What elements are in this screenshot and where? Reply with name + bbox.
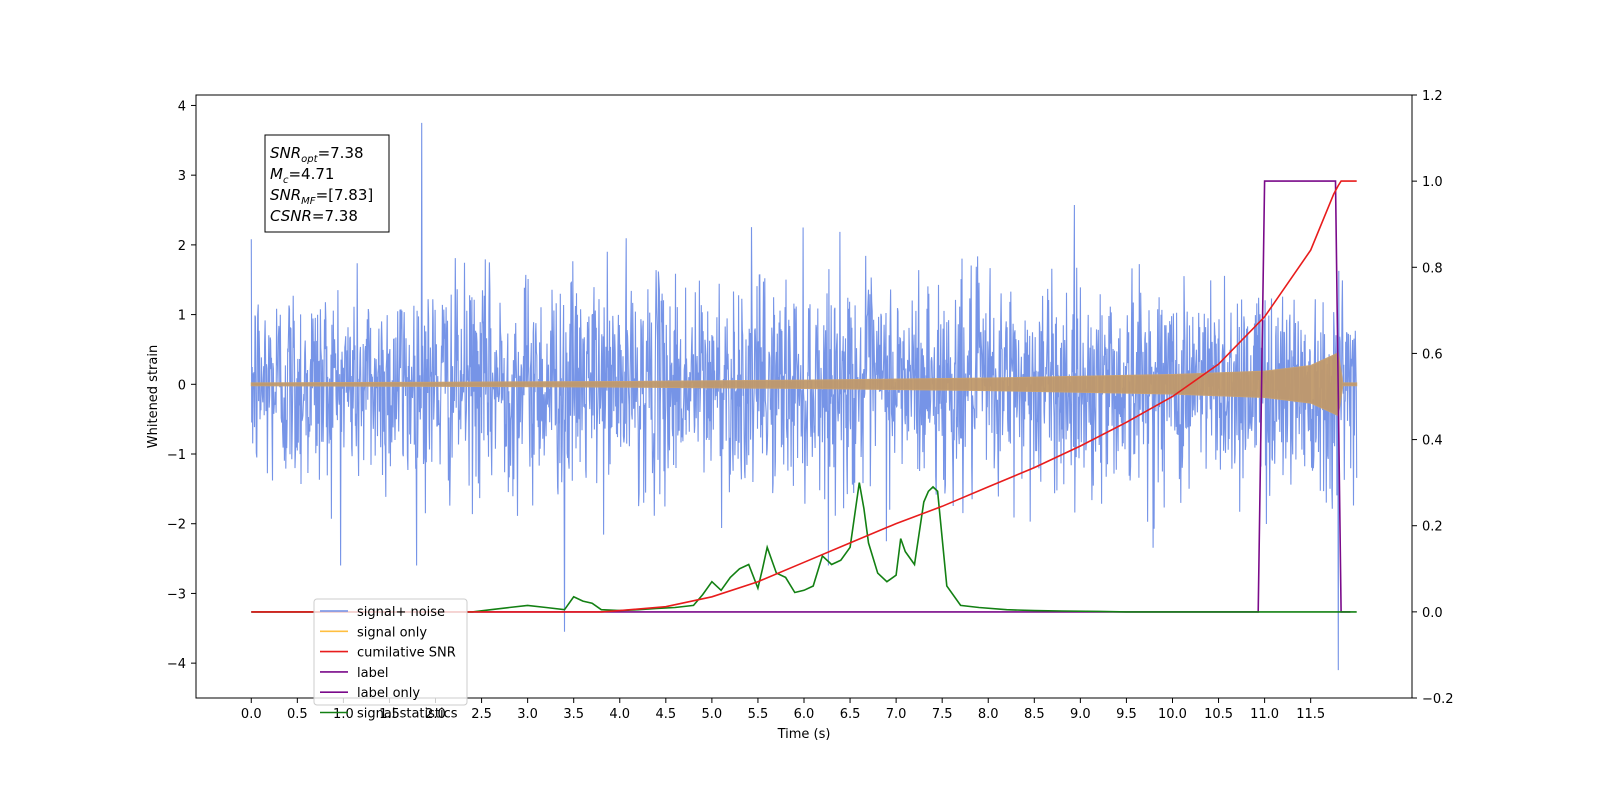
annotation-line: Mc=4.71 [270, 165, 334, 186]
y-tick-label: 0 [178, 378, 186, 393]
x-tick-label: 2.0 [425, 707, 446, 722]
legend-label: signal statistics [357, 707, 458, 722]
x-tick-label: 9.0 [1070, 707, 1091, 722]
annotation-subscript: c [283, 175, 289, 186]
x-tick-label: 3.0 [517, 707, 538, 722]
x-tick-label: 4.5 [655, 707, 676, 722]
y2-tick-label: 0.2 [1422, 520, 1443, 535]
signal-only-series [250, 352, 1358, 417]
y-tick-label: 2 [178, 239, 186, 254]
y-tick-label: −3 [167, 587, 186, 602]
legend-label: cumilative SNR [357, 646, 456, 661]
annotation-value: =[7.83] [316, 186, 374, 204]
y2-tick-label: 0.0 [1422, 606, 1443, 621]
x-tick-label: 7.0 [886, 707, 907, 722]
annotation-subscript: opt [301, 154, 318, 165]
y2-tick-label: 0.4 [1422, 434, 1443, 449]
x-tick-label: 6.0 [794, 707, 815, 722]
annotation-value: =4.71 [288, 165, 334, 183]
y2-tick-label: 0.6 [1422, 347, 1443, 362]
x-tick-label: 3.5 [563, 707, 584, 722]
y-axis-label: Whitened strain [146, 345, 161, 448]
y2-tick-label: 0.8 [1422, 261, 1443, 276]
y2-tick-label: 1.0 [1422, 175, 1443, 190]
x-tick-label: 5.5 [748, 707, 769, 722]
y-tick-label: 1 [178, 309, 186, 324]
y-tick-label: −2 [167, 518, 186, 533]
annotation-line: CSNR=7.38 [270, 207, 358, 225]
annotation-symbol: SNR [270, 144, 301, 162]
x-tick-label: 9.5 [1116, 707, 1137, 722]
legend-frame [313, 598, 468, 706]
x-tick-label: 6.5 [840, 707, 861, 722]
y-tick-label: 4 [178, 99, 186, 114]
cumulative-snr-line [251, 180, 1357, 613]
legend-label: signal only [357, 625, 427, 640]
y-tick-label: −4 [167, 657, 186, 672]
signal-only-envelope [250, 352, 1358, 417]
x-tick-label: 8.0 [978, 707, 999, 722]
x-axis-label: Time (s) [777, 727, 831, 742]
y2-tick-label: 1.2 [1422, 89, 1443, 104]
signal-plus-noise-series [250, 122, 1358, 671]
annotation-value: =7.38 [312, 207, 358, 225]
legend-label: label [357, 666, 388, 681]
annotation-symbol: CSNR [270, 207, 312, 225]
y2-tick-label: −0.2 [1422, 692, 1454, 707]
x-tick-label: 4.0 [609, 707, 630, 722]
legend-label: signal+ noise [357, 605, 445, 620]
x-tick-label: 8.5 [1024, 707, 1045, 722]
x-tick-label: 11.5 [1296, 707, 1325, 722]
x-axis: 0.0 0.5 1.0 1.5 2.0 2.5 3.0 3.5 4.0 4.5 5.0 5.5 6.0 6… [241, 698, 1325, 722]
x-tick-label: 10.0 [1158, 707, 1187, 722]
x-tick-label: 1.5 [379, 707, 400, 722]
legend: signal+ noise signal only cumilative SNR la… [313, 598, 468, 722]
annotation-frame [264, 134, 390, 233]
annotation-symbol: M [270, 165, 283, 183]
annotation-value: =7.38 [318, 144, 364, 162]
annotation-subscript: MF [301, 196, 316, 207]
x-tick-label: 11.0 [1250, 707, 1279, 722]
x-tick-label: 0.5 [287, 707, 308, 722]
y-axis-right: 1.2 1.0 0.8 0.6 0.4 0.2 0.0 −0.2 [1412, 89, 1454, 707]
y-tick-label: −1 [167, 448, 186, 463]
x-tick-label: 0.0 [241, 707, 262, 722]
x-tick-label: 2.5 [471, 707, 492, 722]
x-tick-label: 7.5 [932, 707, 953, 722]
legend-label: label only [357, 686, 420, 701]
annotation-line: SNRMF=[7.83] [270, 186, 373, 207]
x-tick-label: 10.5 [1204, 707, 1233, 722]
signal-statistics-line [251, 482, 1357, 613]
annotation-symbol: SNR [270, 186, 301, 204]
x-tick-label: 5.0 [702, 707, 723, 722]
line-series-group [251, 180, 1357, 613]
x-tick-label: 1.0 [333, 707, 354, 722]
signal-plus-noise-line [250, 122, 1358, 671]
y-axis-left: 4 3 2 1 0 −1 −2 −3 −4 [167, 99, 196, 672]
y-tick-label: 3 [178, 169, 186, 184]
annotation-line: SNRopt=7.38 [270, 144, 364, 165]
